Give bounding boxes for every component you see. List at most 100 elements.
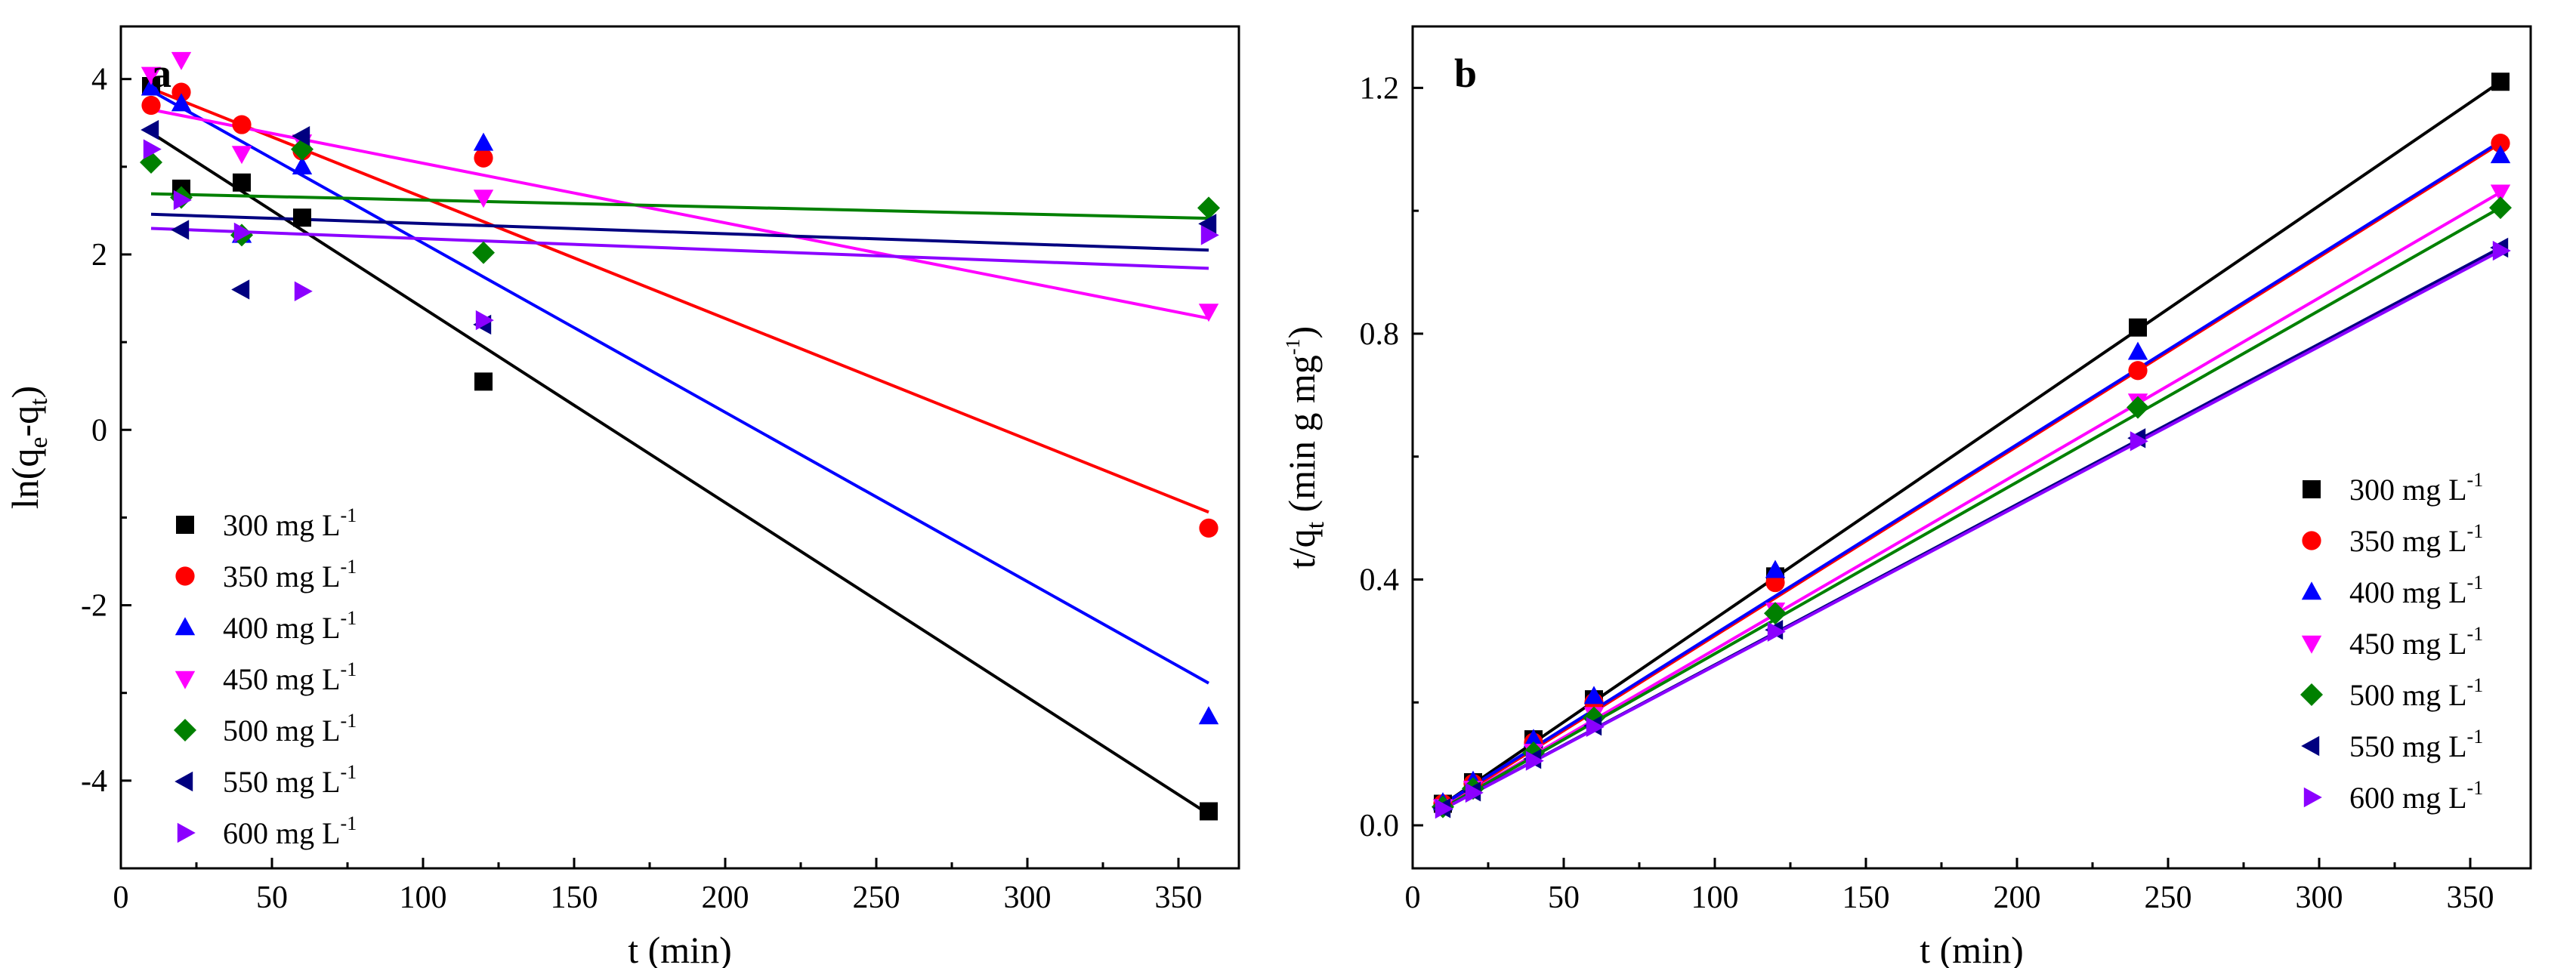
panel-a-data-point: [141, 119, 159, 140]
panel-a-x-tick-label: 350: [1155, 880, 1203, 915]
panel-a-legend-marker: [175, 566, 195, 586]
panel-b-data-point: [2129, 318, 2147, 337]
panel-b-fit-line: [1442, 206, 2501, 810]
panel-a-legend-marker: [177, 822, 196, 843]
panel-a-fit-line: [150, 89, 1209, 685]
panel-b-legend-label-text: 550 mg L: [2349, 729, 2467, 763]
panel-b-data-point: [2490, 184, 2511, 203]
panel-b-legend-label-text: 450 mg L: [2349, 627, 2467, 661]
panel-b-data-point: [1586, 717, 1605, 738]
panel-a-legend-label-sup: -1: [341, 504, 357, 526]
panel-a-fit-line: [150, 192, 1209, 220]
panel-b-legend-marker: [2300, 683, 2323, 706]
panel-b-data-point: [2491, 72, 2510, 91]
panel-a-data-point: [474, 148, 493, 168]
panel-a-y-tick-label: -2: [81, 589, 107, 624]
panel-a-data-point: [472, 241, 495, 264]
panel-a-x-tick-label: 50: [256, 880, 288, 915]
panel-a-data-point: [171, 51, 192, 70]
panel-b-data-point: [2127, 396, 2149, 419]
panel-a-y-axis-title: ln(qe-qt): [4, 386, 53, 509]
panel-b-legend-label-text: 600 mg L: [2349, 781, 2467, 815]
panel-a-legend-label: 450 mg L-1: [223, 658, 357, 696]
panel-a-data-point: [1198, 214, 1217, 234]
panel-b-x-tick-label: 50: [1548, 880, 1580, 915]
panel-a-fit-line: [150, 227, 1209, 270]
panel-b-legend-label: 300 mg L-1: [2349, 469, 2483, 507]
panel-a-legend-label-sup: -1: [341, 812, 357, 834]
panel-a-data-point: [1197, 196, 1220, 220]
panel-b-legend-label: 350 mg L-1: [2349, 520, 2483, 558]
panel-a-legend-item: 450 mg L-1: [175, 658, 357, 696]
panel-b-y-title-main: t/q: [1280, 529, 1323, 569]
panel-a-x-axis-title: t (min): [628, 929, 731, 968]
panel-a-legend-marker: [175, 771, 193, 792]
panel-a-y-title-sub-t: t: [25, 398, 53, 405]
panel-a-data-point: [231, 279, 250, 300]
panel-a-legend-label: 500 mg L-1: [223, 710, 357, 748]
panel-a-fit-line: [150, 87, 1209, 514]
panel-a-data-point: [293, 208, 311, 227]
panel-b-y-tick-label: 0.8: [1360, 317, 1400, 352]
panel-b-data-point: [2492, 240, 2511, 261]
panel-a-legend-item: 400 mg L-1: [175, 607, 357, 645]
panel-b-y-title-sup: -1: [1282, 338, 1304, 355]
panel-a-fit-line: [150, 131, 1210, 815]
panel-b-fit-lines: [1441, 80, 2502, 811]
panel-a-data-point: [473, 190, 494, 208]
panel-b-legend-item: 350 mg L-1: [2302, 520, 2483, 558]
panel-b-data-point: [2491, 134, 2510, 153]
panel-b-fit-line: [1441, 140, 2502, 806]
panel-b-legend-label-sup: -1: [2467, 469, 2484, 491]
panel-b-legend-label-sup: -1: [2467, 777, 2484, 799]
panel-a-legend-marker: [176, 516, 194, 534]
panel-b-data-point: [1465, 782, 1484, 803]
panel-a-data-point: [1200, 225, 1219, 245]
panel-a-legend-label-text: 600 mg L: [223, 816, 341, 850]
panel-a-fit-lines: [150, 87, 1210, 815]
panel-a-data-point: [292, 156, 313, 175]
panel-b-x-tick-label: 100: [1691, 880, 1739, 915]
panel-a-data-point: [231, 146, 252, 165]
panel-a-fit-line: [150, 212, 1209, 252]
panel-b-data-point: [1435, 798, 1453, 819]
panel-a-legend-label-text: 300 mg L: [223, 508, 341, 542]
panel-b-legend-label: 450 mg L-1: [2349, 623, 2483, 661]
panel-b-y-axis-title: t/qt (min g mg-1): [1280, 326, 1330, 569]
panel-b-data-point: [1767, 621, 1786, 642]
panel-b-y-tick-label: 1.2: [1360, 71, 1400, 106]
panel-a-plot-frame: [119, 25, 1240, 870]
panel-b-x-tick-label: 150: [1842, 880, 1890, 915]
panel-b-legend-label: 550 mg L-1: [2349, 726, 2483, 763]
panel-b-legend-label-text: 350 mg L: [2349, 524, 2467, 558]
panel-b-legend-marker: [2302, 531, 2321, 550]
panel-a-data-point: [141, 66, 162, 85]
panel-b-ticks: 0 50 100 150 200 250 300 350 0.0 0.4 0.8 1.2: [1360, 71, 2494, 915]
panel-a-label: a: [151, 51, 171, 96]
panel-a-y-tick-label: 0: [91, 413, 107, 448]
panel-a-x-tick-label: 250: [853, 880, 900, 915]
panel-a-legend-label: 300 mg L-1: [223, 504, 357, 542]
panel-b-fit-line: [1442, 249, 2501, 811]
panel-b-legend-item: 600 mg L-1: [2303, 777, 2484, 815]
panel-a-legend-label: 550 mg L-1: [223, 761, 357, 799]
panel-a-data-point: [143, 139, 162, 159]
panel-b-x-tick-label: 300: [2296, 880, 2343, 915]
panel-b-legend-item: 400 mg L-1: [2301, 572, 2483, 609]
panel-a-ticks: 0 50 100 150 200 250 300 350 -4 -2 0 2 4: [81, 63, 1203, 915]
panel-b-data-point: [2490, 145, 2511, 164]
panel-a-y-title-main: ln(q: [4, 449, 46, 510]
panel-b-legend-label-sup: -1: [2467, 674, 2484, 696]
panel-b-legend-label-sup: -1: [2467, 726, 2484, 748]
panel-b-data-point: [1525, 751, 1544, 771]
panel-a-data-point: [173, 190, 192, 211]
panel-b-legend-label: 400 mg L-1: [2349, 572, 2483, 609]
panel-a-legend-item: 500 mg L-1: [174, 710, 357, 748]
panel-b-x-axis-title: t (min): [1920, 929, 2023, 968]
panel-b-legend-label-sup: -1: [2467, 520, 2484, 542]
panel-a-data-point: [171, 220, 190, 240]
panel-a-legend-label-text: 400 mg L: [223, 611, 341, 645]
panel-b-y-title-rest: (min g mg: [1280, 355, 1323, 522]
